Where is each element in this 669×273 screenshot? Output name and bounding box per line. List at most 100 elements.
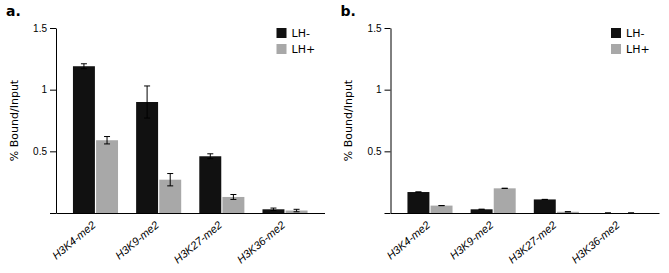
error-bar [207, 154, 213, 159]
tick-mark [50, 90, 56, 91]
tick-label: H3K27-me2 [171, 219, 224, 266]
error-cap [104, 143, 110, 144]
error-bar [479, 209, 485, 210]
error-cap [294, 211, 300, 212]
tick-label: 0.5 [368, 146, 382, 157]
marks [407, 188, 634, 213]
tick-label: H3K36-me2 [235, 219, 288, 266]
tick-label: H3K27-me2 [506, 219, 559, 266]
bar-series [96, 137, 307, 213]
bar [534, 199, 556, 213]
legend-swatch [277, 44, 287, 54]
bar [222, 197, 244, 213]
tick-label: H3K4-me2 [50, 219, 98, 262]
legend-item: LH- [611, 27, 644, 40]
axis-title: % Bound/Input [342, 79, 355, 161]
tick: H3K4-me2 [384, 219, 432, 262]
tick: H3K27-me2 [171, 219, 224, 266]
error-cap [415, 192, 421, 193]
tick-label: H3K36-me2 [569, 219, 622, 266]
panel: 0.5 1 1.5 H3K4-me2 H3K9-me2H3K27-me2H3K36-me… [6, 3, 325, 266]
tick: H3K36-me2 [235, 219, 288, 266]
plot-area: 0.5 1 1.5 H3K4-me2 H3K9-me2H3K27-me2H3K36-me… [33, 23, 325, 266]
error-bar [144, 86, 150, 118]
error-cap [81, 68, 87, 69]
tick: H3K27-me2 [506, 219, 559, 266]
error-bar [565, 211, 571, 212]
error-cap [605, 213, 611, 214]
error-cap [502, 188, 508, 189]
bar [431, 206, 453, 213]
error-cap [628, 213, 634, 214]
x-axis: H3K4-me2 H3K9-me2 H3K27-me2H3K36-me2 [384, 214, 659, 266]
panel: 0.511.5H3K4-me2H3K9-me2H3K27-me2H3K36-me… [341, 3, 660, 266]
error-line [233, 195, 234, 200]
error-cap [565, 211, 571, 212]
error-cap [439, 205, 445, 206]
tick-mark [385, 151, 391, 152]
axis-title: % Bound/Input [8, 79, 21, 161]
tick-mark [385, 213, 391, 214]
bar [73, 66, 95, 213]
axis-line [57, 213, 326, 214]
tick-mark [385, 90, 391, 91]
error-line [107, 137, 108, 144]
tick: 0.5 [368, 146, 391, 157]
error-cap [81, 63, 87, 64]
legend-label: LH+ [292, 43, 316, 56]
legend-swatch [277, 28, 287, 38]
error-line [83, 64, 84, 69]
panel-label: b. [341, 3, 356, 19]
tick: H3K36-me2 [569, 219, 622, 266]
tick-mark [50, 213, 56, 214]
error-cap [479, 209, 485, 210]
tick [385, 213, 391, 214]
tick: 1 [41, 84, 56, 95]
bar [407, 192, 429, 213]
tick-mark [50, 151, 56, 152]
error-cap [270, 208, 276, 209]
tick-label: H3K4-me2 [384, 219, 432, 262]
error-cap [230, 194, 236, 195]
legend-label: LH- [292, 27, 310, 40]
tick: 1 [376, 84, 391, 95]
tick-label: 1.5 [33, 23, 47, 34]
tick: H3K4-me2 [50, 219, 98, 262]
tick [50, 213, 56, 214]
error-line [147, 86, 148, 118]
error-bar [167, 174, 173, 186]
error-cap [167, 173, 173, 174]
tick: H3K9-me2 [113, 219, 161, 262]
figure: 0.511.5H3K4-me2H3K9-me2H3K27-me2H3K36-me… [0, 0, 669, 273]
error-bar [270, 208, 276, 210]
legend-item: LH+ [611, 43, 650, 56]
error-bar [230, 195, 236, 200]
error-bar [628, 213, 634, 214]
error-bar [294, 209, 300, 211]
error-bar [439, 205, 445, 206]
axis-line [391, 213, 660, 214]
legend-swatch [611, 44, 621, 54]
error-cap [542, 199, 548, 200]
marks [73, 64, 308, 213]
axis-line [56, 29, 57, 214]
panel-label: a. [6, 3, 21, 19]
bar [96, 140, 118, 213]
error-bar [502, 188, 508, 189]
error-cap [605, 213, 611, 214]
error-bar [605, 213, 611, 214]
tick-label: H3K9-me2 [447, 219, 495, 262]
legend-item: LH+ [277, 43, 316, 56]
tick-label: 1 [41, 84, 47, 95]
tick: 0.5 [33, 146, 56, 157]
tick-label: 0.5 [33, 146, 47, 157]
error-bar [415, 192, 421, 193]
tick: H3K9-me2 [447, 219, 495, 262]
error-cap [207, 158, 213, 159]
y-axis: 0.511.5 [368, 23, 391, 214]
legend: LH- LH+ [611, 27, 650, 56]
tick-label: H3K9-me2 [113, 219, 161, 262]
error-cap [144, 118, 150, 119]
tick-label: 1 [376, 84, 382, 95]
tick: 1.5 [33, 23, 56, 34]
